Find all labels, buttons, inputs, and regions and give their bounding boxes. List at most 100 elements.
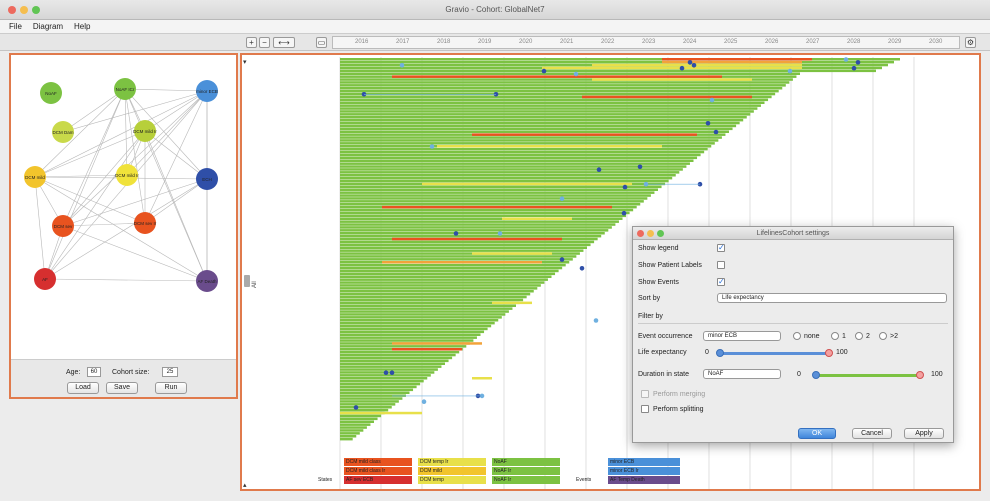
lifeline-bar[interactable]: [340, 319, 499, 322]
state-segment[interactable]: [437, 145, 662, 148]
event-marker[interactable]: [421, 399, 427, 405]
lifeline-bar[interactable]: [340, 391, 410, 395]
age-field[interactable]: 60: [87, 367, 101, 377]
state-node[interactable]: [114, 78, 136, 100]
lifeline-bar[interactable]: [340, 147, 708, 151]
lifeline-bar[interactable]: [340, 78, 793, 81]
lifeline-bar[interactable]: [340, 417, 378, 421]
lifeline-bar[interactable]: [340, 179, 669, 183]
state-segment[interactable]: [392, 75, 722, 78]
save-button[interactable]: Save: [106, 382, 138, 394]
lifeline-bar[interactable]: [340, 223, 616, 226]
lifeline-bar[interactable]: [340, 400, 399, 403]
lifeline-bar[interactable]: [340, 153, 701, 157]
lifeline-bar[interactable]: [340, 339, 474, 342]
lifeline-bar[interactable]: [340, 249, 584, 252]
dialog-zoom-button[interactable]: [657, 230, 664, 237]
lifeline-bar[interactable]: [340, 432, 360, 435]
lifeline-bar[interactable]: [340, 272, 556, 276]
lifeline-bar[interactable]: [340, 301, 520, 305]
show-legend-checkbox[interactable]: ✓: [717, 243, 725, 252]
timeline-ruler[interactable]: 2016 2017 2018 2019 2020 2021 2022 2023 2024 2025…: [332, 36, 960, 49]
event-occurrence-select[interactable]: minor ECB: [703, 331, 781, 341]
lifeline-bar[interactable]: [340, 185, 662, 189]
dialog-close-button[interactable]: [637, 230, 644, 237]
state-node[interactable]: [134, 212, 156, 234]
lifeline-bar[interactable]: [340, 226, 612, 229]
network-diagram[interactable]: NoAF NoAF ICr minor ECB DCM Dam DCM mild Ir D…: [11, 55, 236, 359]
scroll-down-icon[interactable]: ▴: [243, 482, 247, 489]
state-segment[interactable]: [392, 342, 482, 345]
event-marker[interactable]: [559, 196, 565, 201]
radio-1[interactable]: [831, 332, 839, 340]
lifeline-bar[interactable]: [340, 394, 406, 397]
event-marker[interactable]: [541, 68, 547, 74]
event-marker[interactable]: [593, 318, 599, 323]
lifeline-bar[interactable]: [340, 101, 765, 105]
ok-button[interactable]: OK: [798, 428, 836, 439]
lifeline-bar[interactable]: [340, 321, 495, 325]
lifeline-bar[interactable]: [340, 95, 772, 99]
lifeline-bar[interactable]: [340, 87, 783, 90]
settings-icon[interactable]: ⚙: [965, 37, 976, 48]
lifeline-bar[interactable]: [340, 435, 357, 438]
lifeline-bar[interactable]: [340, 365, 442, 368]
lifeline-bar[interactable]: [340, 124, 737, 128]
lifeline-bar[interactable]: [340, 414, 382, 418]
lifeline-bar[interactable]: [340, 150, 705, 154]
apply-button[interactable]: Apply: [904, 428, 944, 439]
lifeline-bar[interactable]: [340, 203, 641, 206]
lifeline-bar[interactable]: [340, 403, 396, 406]
run-button[interactable]: Run: [155, 382, 187, 394]
dialog-minimize-button[interactable]: [647, 230, 654, 237]
lifeline-bar[interactable]: [340, 104, 761, 107]
lifeline-bar[interactable]: [340, 165, 687, 168]
state-segment[interactable]: [662, 58, 812, 61]
state-segment[interactable]: [340, 411, 422, 415]
lifeline-bar[interactable]: [340, 171, 680, 174]
lifeline-bar[interactable]: [340, 374, 431, 377]
lifeline-bar[interactable]: [340, 278, 548, 281]
event-marker[interactable]: [573, 71, 579, 77]
state-node[interactable]: [196, 80, 218, 102]
lifeline-bar[interactable]: [340, 229, 609, 232]
state-segment[interactable]: [542, 66, 802, 70]
radio-2[interactable]: [855, 332, 863, 340]
duration-state-select[interactable]: NoAF: [703, 369, 781, 379]
lifeline-bar[interactable]: [340, 156, 698, 160]
lifeline-bar[interactable]: [340, 269, 559, 273]
radio-gt2[interactable]: [879, 332, 887, 340]
state-segment[interactable]: [592, 63, 802, 67]
event-marker[interactable]: [843, 57, 849, 62]
event-marker[interactable]: [709, 97, 715, 103]
lifeline-bar[interactable]: [340, 350, 460, 354]
menu-help[interactable]: Help: [74, 22, 91, 31]
lifeline-bar[interactable]: [340, 287, 538, 290]
lifeline-bar[interactable]: [340, 69, 876, 73]
lifeline-bar[interactable]: [340, 290, 534, 293]
lifeline-bar[interactable]: [340, 423, 371, 426]
state-segment[interactable]: [472, 252, 552, 255]
lifeline-bar[interactable]: [340, 345, 467, 348]
lifeline-bar[interactable]: [340, 107, 758, 110]
menu-diagram[interactable]: Diagram: [32, 22, 64, 31]
lifeline-bar[interactable]: [340, 142, 715, 145]
lifeline-bar[interactable]: [340, 60, 894, 64]
lifeline-bar[interactable]: [340, 382, 421, 386]
lifeline-bar[interactable]: [340, 327, 488, 331]
event-marker[interactable]: [691, 63, 697, 68]
lifeline-bar[interactable]: [340, 81, 790, 84]
lifeline-bar[interactable]: [340, 356, 453, 360]
event-marker[interactable]: [389, 370, 395, 376]
life-expectancy-slider[interactable]: [719, 352, 829, 355]
lifeline-bar[interactable]: [340, 281, 545, 284]
lifeline-bar[interactable]: [340, 307, 513, 310]
state-segment[interactable]: [662, 60, 802, 64]
event-marker[interactable]: [787, 68, 793, 74]
lifeline-bar[interactable]: [340, 385, 417, 389]
close-button[interactable]: [8, 6, 16, 14]
lifeline-bar[interactable]: [340, 255, 577, 258]
lifeline-bar[interactable]: [340, 58, 900, 61]
lifeline-bar[interactable]: [340, 408, 389, 412]
show-events-checkbox[interactable]: ✓: [717, 277, 725, 286]
